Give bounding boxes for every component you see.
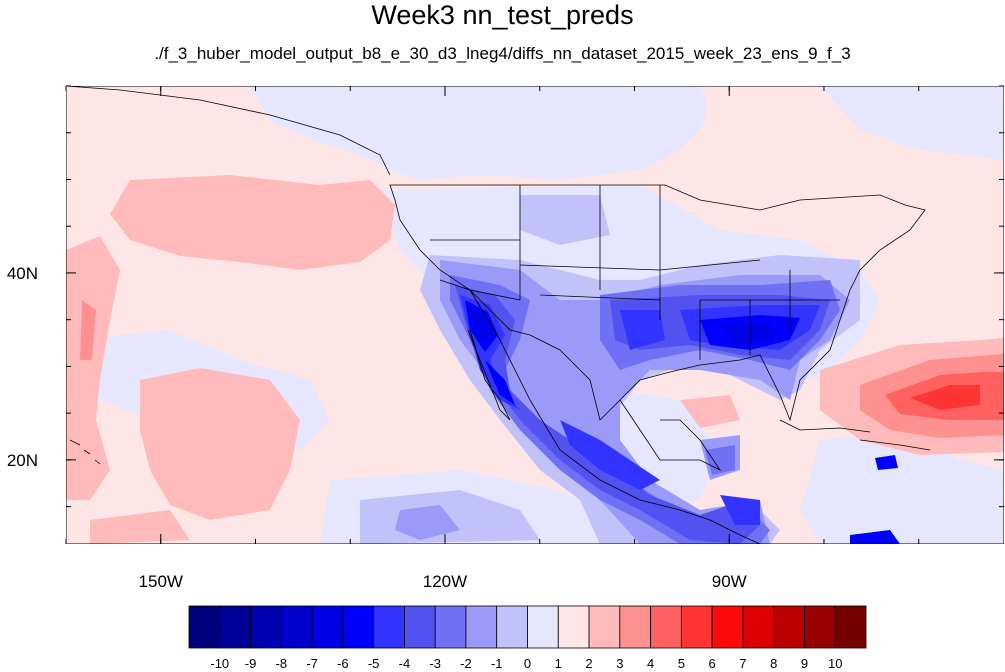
map-title: Week3 nn_test_preds — [371, 0, 634, 30]
colorbar-swatch — [557, 605, 590, 649]
colorbar-label: -7 — [306, 656, 318, 671]
negative-anomaly-7 — [470, 308, 775, 345]
colorbar-label: 5 — [678, 656, 685, 671]
colorbar-swatch — [188, 605, 221, 649]
colorbar-swatch — [527, 605, 559, 649]
lat-tick-label: 40N — [7, 264, 38, 283]
lon-tick-label: 120W — [423, 572, 467, 591]
colorbar-swatch — [619, 605, 651, 649]
colorbar-label: 9 — [801, 656, 808, 671]
colorbar-swatch — [342, 605, 375, 649]
colorbar — [188, 605, 867, 649]
lon-tick-label: 90W — [712, 572, 747, 591]
colorbar-swatch — [680, 605, 713, 649]
colorbar-label: 10 — [828, 656, 842, 671]
colorbar-label: -8 — [276, 656, 288, 671]
colorbar-label: -4 — [399, 656, 411, 671]
lon-tick-label: 150W — [139, 572, 183, 591]
colorbar-label: 2 — [585, 656, 592, 671]
positive-anomaly-max — [910, 385, 980, 410]
colorbar-swatch — [465, 605, 498, 649]
colorbar-label: 8 — [770, 656, 777, 671]
colorbar-swatch — [588, 605, 621, 649]
map-plot-area — [66, 86, 1004, 544]
colorbar-swatch — [311, 605, 344, 649]
colorbar-label: 0 — [524, 656, 531, 671]
colorbar-label: 7 — [739, 656, 746, 671]
colorbar-label: 4 — [647, 656, 654, 671]
colorbar-swatch — [373, 605, 405, 649]
colorbar-swatch — [496, 605, 528, 649]
colorbar-swatch — [742, 605, 775, 649]
colorbar-swatch — [434, 605, 467, 649]
colorbar-swatch — [804, 605, 836, 649]
colorbar-swatch — [773, 605, 805, 649]
colorbar-label: -3 — [429, 656, 441, 671]
map-subtitle: ./f_3_huber_model_output_b8_e_30_d3_lneg… — [154, 44, 851, 63]
colorbar-label: -10 — [210, 656, 229, 671]
colorbar-label: -9 — [245, 656, 257, 671]
colorbar-swatch — [834, 605, 867, 649]
colorbar-swatch — [280, 605, 313, 649]
colorbar-swatch — [219, 605, 251, 649]
map-tick-labels: 150W 120W 90W 40N 20N — [7, 264, 747, 591]
colorbar-label: -5 — [368, 656, 380, 671]
colorbar-label: -6 — [337, 656, 349, 671]
coastlines — [66, 86, 931, 544]
colorbar-labels: -10 -9 -8 -7 -6 -5 -4 -3 -2 -1 0 1 2 3 4 5 6 7 8 9 10 — [210, 656, 842, 671]
colorbar-swatch — [711, 605, 744, 649]
colorbar-label: 3 — [616, 656, 623, 671]
map-ticks — [65, 85, 1004, 544]
lat-tick-label: 20N — [7, 451, 38, 470]
colorbar-swatch — [404, 605, 436, 649]
colorbar-swatch — [650, 605, 682, 649]
colorbar-label: -1 — [491, 656, 503, 671]
colorbar-label: -2 — [460, 656, 472, 671]
colorbar-swatch — [250, 605, 282, 649]
colorbar-label: 6 — [709, 656, 716, 671]
colorbar-label: 1 — [555, 656, 562, 671]
